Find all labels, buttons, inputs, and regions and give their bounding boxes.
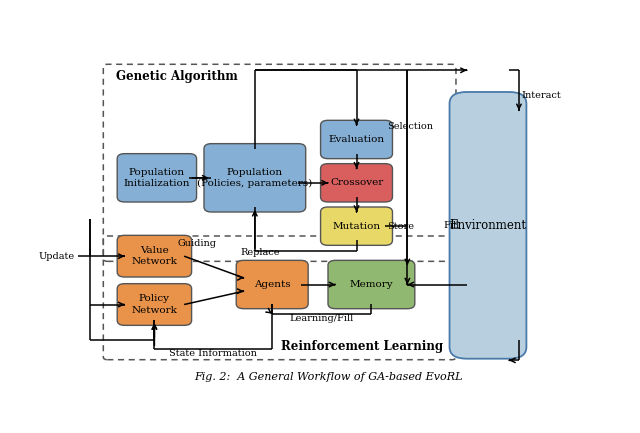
FancyBboxPatch shape [204, 144, 306, 212]
Text: Value
Network: Value Network [131, 246, 177, 266]
Text: Replace: Replace [240, 248, 280, 257]
Text: Fig. 2:  A General Workflow of GA-based EvoRL: Fig. 2: A General Workflow of GA-based E… [194, 372, 462, 382]
Text: State Information: State Information [170, 349, 257, 358]
Text: Environment: Environment [449, 219, 527, 232]
Text: Selection: Selection [388, 122, 433, 131]
Text: Update: Update [39, 252, 75, 261]
FancyBboxPatch shape [117, 236, 191, 277]
FancyBboxPatch shape [321, 207, 392, 246]
Text: Interact: Interact [522, 91, 561, 100]
FancyBboxPatch shape [321, 120, 392, 158]
FancyBboxPatch shape [449, 92, 527, 359]
FancyBboxPatch shape [328, 260, 415, 309]
Text: Population
(Policies, parameters): Population (Policies, parameters) [197, 168, 312, 188]
Text: Fill: Fill [443, 221, 460, 230]
FancyBboxPatch shape [236, 260, 308, 309]
FancyBboxPatch shape [117, 154, 196, 202]
Text: Policy
Network: Policy Network [131, 294, 177, 314]
Text: Learning/Fill: Learning/Fill [290, 314, 354, 323]
Text: Population
Initialization: Population Initialization [124, 168, 190, 188]
Text: Genetic Algorithm: Genetic Algorithm [116, 70, 238, 83]
FancyBboxPatch shape [117, 284, 191, 325]
Text: Crossover: Crossover [330, 178, 383, 187]
Text: Store: Store [388, 222, 415, 231]
Text: Memory: Memory [349, 280, 393, 289]
Text: Reinforcement Learning: Reinforcement Learning [281, 340, 443, 353]
Text: Guiding: Guiding [177, 239, 216, 248]
Text: Evaluation: Evaluation [328, 135, 385, 144]
FancyBboxPatch shape [321, 164, 392, 202]
Text: Agents: Agents [254, 280, 291, 289]
Text: Mutation: Mutation [332, 222, 381, 231]
